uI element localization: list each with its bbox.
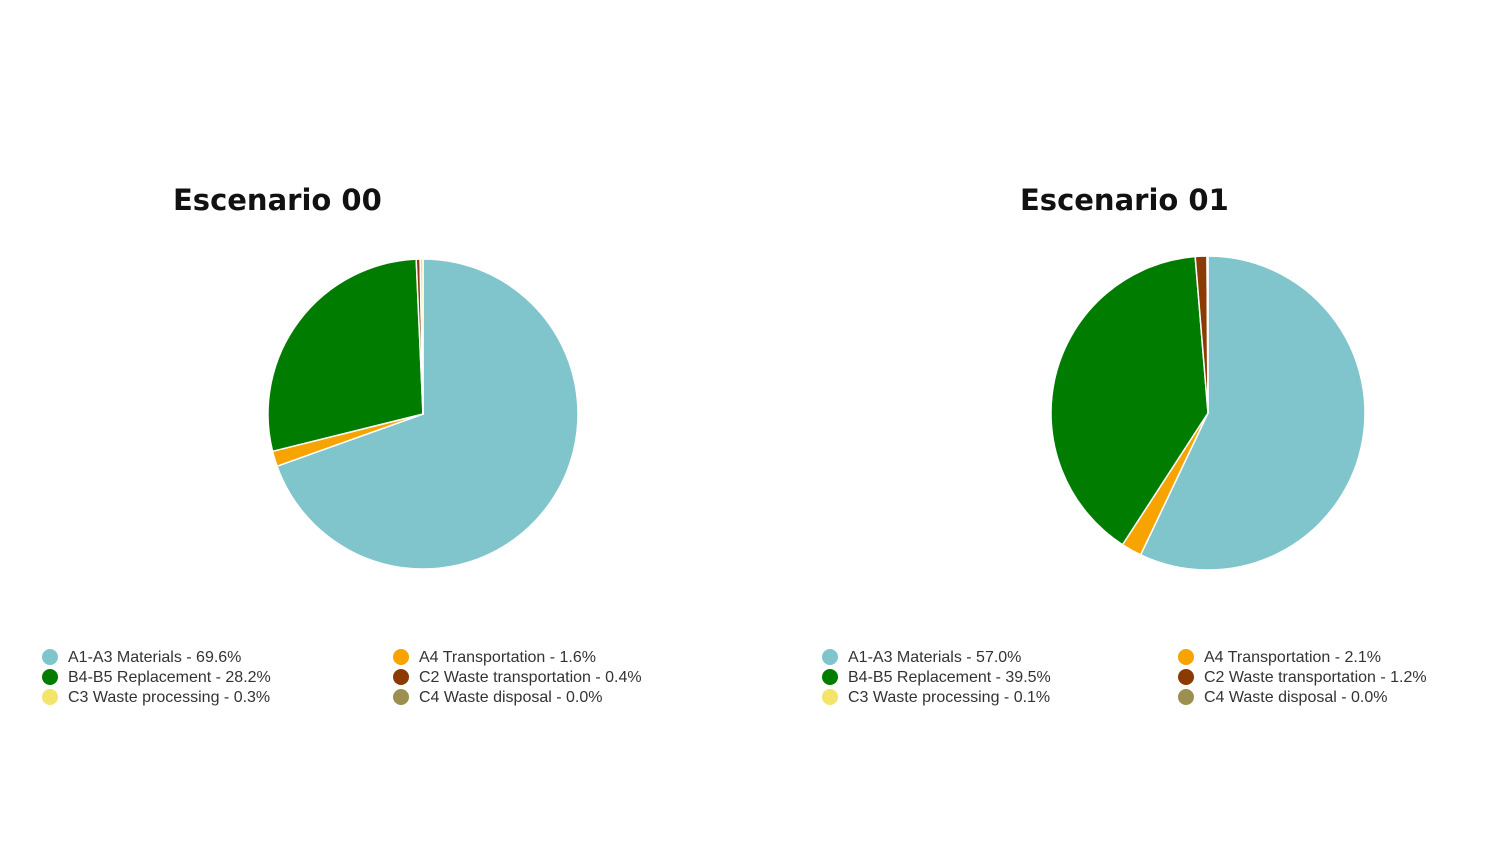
legend-swatch-icon bbox=[42, 669, 58, 685]
pie-slice-c3-waste-processing bbox=[1206, 255, 1209, 414]
legend-swatch-icon bbox=[1178, 649, 1194, 665]
legend-label: C2 Waste transportation - 0.4% bbox=[419, 669, 642, 686]
legend-item-b4-b5-replacement[interactable]: B4-B5 Replacement - 28.2% bbox=[42, 668, 271, 688]
pie-slice-a1-a3-materials bbox=[276, 258, 579, 570]
legend-item-c3-waste-processing[interactable]: C3 Waste processing - 0.3% bbox=[42, 688, 270, 708]
legend-swatch-icon bbox=[1178, 669, 1194, 685]
legend-item-a4-transportation[interactable]: A4 Transportation - 2.1% bbox=[1178, 648, 1381, 668]
legend-label: A1-A3 Materials - 57.0% bbox=[848, 649, 1022, 666]
legend-item-c4-waste-disposal[interactable]: C4 Waste disposal - 0.0% bbox=[393, 688, 602, 708]
pie-slice-b4-b5-replacement bbox=[267, 258, 424, 453]
legend-label: B4-B5 Replacement - 39.5% bbox=[848, 669, 1051, 686]
legend-swatch-icon bbox=[822, 689, 838, 705]
legend-swatch-icon bbox=[822, 669, 838, 685]
legend-item-b4-b5-replacement[interactable]: B4-B5 Replacement - 39.5% bbox=[822, 668, 1051, 688]
legend-label: C3 Waste processing - 0.1% bbox=[848, 689, 1051, 706]
legend-swatch-icon bbox=[42, 649, 58, 665]
pie-slice-c3-waste-processing bbox=[419, 258, 424, 415]
legend-label: A4 Transportation - 2.1% bbox=[1204, 649, 1381, 666]
legend-item-c3-waste-processing[interactable]: C3 Waste processing - 0.1% bbox=[822, 688, 1050, 708]
legend-swatch-icon bbox=[393, 689, 409, 705]
legend-item-c2-waste-transportation[interactable]: C2 Waste transportation - 1.2% bbox=[1178, 668, 1427, 688]
legend-swatch-icon bbox=[393, 649, 409, 665]
legend-label: A1-A3 Materials - 69.6% bbox=[68, 649, 242, 666]
legend-label: C3 Waste processing - 0.3% bbox=[68, 689, 271, 706]
legend-label: C4 Waste disposal - 0.0% bbox=[419, 689, 603, 706]
legend-item-c4-waste-disposal[interactable]: C4 Waste disposal - 0.0% bbox=[1178, 688, 1387, 708]
legend-label: C4 Waste disposal - 0.0% bbox=[1204, 689, 1388, 706]
legend-swatch-icon bbox=[393, 669, 409, 685]
legend-swatch-icon bbox=[1178, 689, 1194, 705]
legend-item-c2-waste-transportation[interactable]: C2 Waste transportation - 0.4% bbox=[393, 668, 642, 688]
legend-label: C2 Waste transportation - 1.2% bbox=[1204, 669, 1427, 686]
pie-chart bbox=[267, 258, 579, 570]
chart-panel-escenario-01: Escenario 01 A1-A3 Materials - 57.0% A4 T… bbox=[750, 0, 1500, 865]
legend-label: B4-B5 Replacement - 28.2% bbox=[68, 669, 271, 686]
chart-title: Escenario 00 bbox=[173, 183, 382, 217]
legend-swatch-icon bbox=[822, 649, 838, 665]
legend-label: A4 Transportation - 1.6% bbox=[419, 649, 596, 666]
legend-item-a1-a3-materials[interactable]: A1-A3 Materials - 57.0% bbox=[822, 648, 1021, 668]
legend-item-a4-transportation[interactable]: A4 Transportation - 1.6% bbox=[393, 648, 596, 668]
pie-chart bbox=[1050, 255, 1366, 571]
chart-panel-escenario-00: Escenario 00 A1-A3 Materials - 69.6% A4 T… bbox=[42, 183, 642, 708]
pie-slice-a1-a3-materials bbox=[1139, 255, 1366, 571]
chart-title: Escenario 01 bbox=[1020, 183, 1229, 217]
legend-swatch-icon bbox=[42, 689, 58, 705]
legend-item-a1-a3-materials[interactable]: A1-A3 Materials - 69.6% bbox=[42, 648, 241, 668]
pie-slice-b4-b5-replacement bbox=[1050, 255, 1209, 546]
